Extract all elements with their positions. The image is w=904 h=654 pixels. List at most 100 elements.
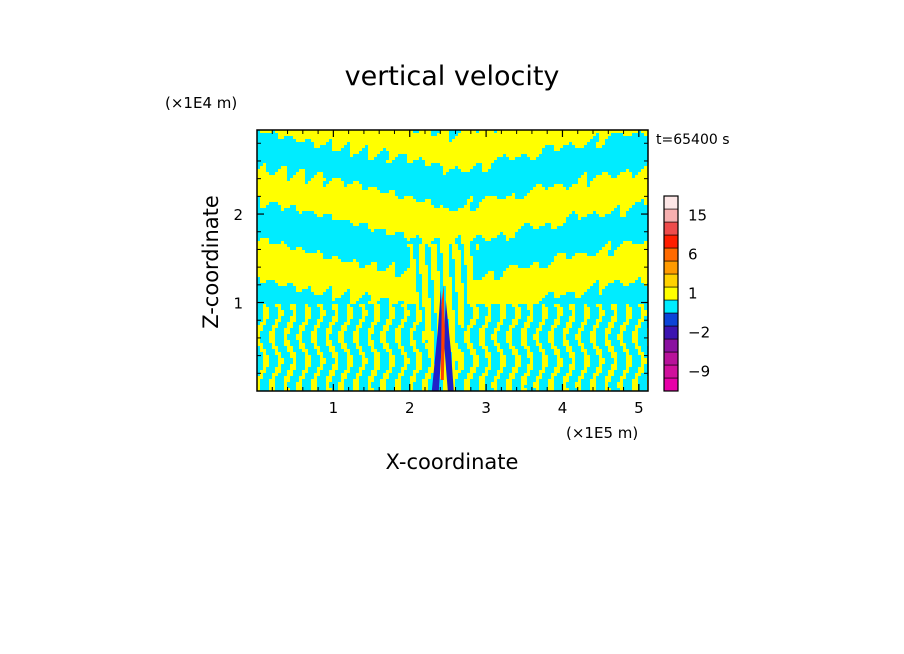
field-cell-positive <box>455 259 461 262</box>
field-cell-positive <box>461 325 464 328</box>
field-cell-positive <box>338 382 344 385</box>
field-cell-positive <box>278 316 281 319</box>
field-cell-positive <box>329 349 335 352</box>
field-cell-positive <box>362 316 365 319</box>
field-cell-positive <box>551 226 557 229</box>
field-cell-positive <box>515 307 521 310</box>
field-cell-positive <box>353 331 359 334</box>
field-cell-positive <box>308 181 323 184</box>
field-cell-positive <box>404 307 407 310</box>
field-cell-positive <box>467 268 473 271</box>
field-cell-positive <box>332 142 347 145</box>
field-cell-positive <box>296 139 305 142</box>
field-cell-positive <box>548 379 554 382</box>
field-cell-positive <box>338 388 344 391</box>
field-cell-positive <box>269 334 275 337</box>
field-cell-positive <box>497 322 503 325</box>
field-cell-positive <box>542 364 548 367</box>
field-cell-positive <box>521 337 527 340</box>
field-cell-positive <box>257 331 260 334</box>
field-cell-positive <box>356 343 359 346</box>
field-cell-positive <box>467 325 473 328</box>
field-cell-positive <box>611 355 617 358</box>
field-cell-positive <box>257 181 305 184</box>
field-cell-positive <box>506 154 521 157</box>
field-cell-positive <box>257 325 263 328</box>
field-cell-positive <box>278 133 431 136</box>
field-cell-positive <box>569 316 575 319</box>
field-cell-positive <box>563 376 569 379</box>
field-cell-positive <box>374 319 380 322</box>
field-cell-positive <box>482 277 494 280</box>
field-cell-positive <box>341 325 347 328</box>
field-cell-positive <box>449 331 455 334</box>
field-cell-positive <box>551 343 554 346</box>
x-tick-label: 1 <box>329 399 339 417</box>
field-cell-positive <box>353 388 359 391</box>
field-cell-positive <box>473 361 479 364</box>
field-cell-positive <box>590 340 596 343</box>
field-cell-positive <box>464 334 470 337</box>
field-cell-positive <box>446 292 452 295</box>
field-cell-positive <box>431 364 437 367</box>
field-cell-positive <box>401 319 407 322</box>
field-cell-positive <box>578 217 581 220</box>
field-cell-positive <box>299 331 302 334</box>
field-cell-positive <box>464 385 470 388</box>
field-cell-positive <box>458 295 464 298</box>
field-cell-positive <box>482 373 488 376</box>
field-cell-positive <box>536 340 539 343</box>
field-cell-positive <box>542 316 548 319</box>
field-cell-positive <box>482 166 491 169</box>
field-cell-positive <box>578 181 587 184</box>
field-cell-positive <box>605 343 611 346</box>
field-cell-positive <box>641 364 644 367</box>
field-cell-positive <box>599 214 605 217</box>
field-cell-positive <box>548 331 554 334</box>
field-cell-positive <box>512 319 518 322</box>
field-cell-positive <box>305 319 308 322</box>
field-cell-positive <box>284 385 287 388</box>
field-cell-positive <box>578 379 581 382</box>
field-cell-positive <box>365 265 377 268</box>
field-cell-positive <box>632 379 638 382</box>
field-cell-positive <box>257 265 359 268</box>
field-cell-positive <box>458 322 464 325</box>
field-cell-positive <box>626 367 629 370</box>
field-cell-positive <box>257 268 377 271</box>
field-cell-positive <box>287 322 293 325</box>
field-cell-positive <box>419 262 425 265</box>
field-cell-positive <box>533 334 539 337</box>
field-cell-positive <box>416 307 419 310</box>
field-cell-positive <box>539 346 542 349</box>
field-cell-positive <box>320 361 326 364</box>
field-cell-positive <box>575 253 587 256</box>
field-cell-positive <box>572 361 575 364</box>
field-cell-positive <box>278 169 287 172</box>
field-cell-positive <box>458 316 464 319</box>
field-cell-positive <box>401 274 416 277</box>
field-cell-positive <box>431 259 437 262</box>
field-cell-positive <box>368 385 371 388</box>
field-cell-positive <box>554 370 560 373</box>
field-cell-positive <box>326 328 332 331</box>
field-cell-positive <box>452 370 461 373</box>
field-cell-positive <box>485 196 497 199</box>
field-cell-positive <box>458 313 464 316</box>
field-cell-positive <box>521 334 527 337</box>
x-tick-label: 5 <box>634 399 644 417</box>
y-axis-ticks: 12 <box>233 142 648 374</box>
field-cell-positive <box>485 352 491 355</box>
field-cell-positive <box>275 319 281 322</box>
field-cell-positive <box>467 199 473 202</box>
field-cell-positive <box>623 133 632 136</box>
field-cell-positive <box>578 328 584 331</box>
field-cell-positive <box>452 367 455 370</box>
field-cell-positive <box>413 346 416 349</box>
field-cell-positive <box>407 268 416 271</box>
field-cell-positive <box>410 262 416 265</box>
field-cell-positive <box>326 376 332 379</box>
field-cell-positive <box>581 373 584 376</box>
field-cell-positive <box>494 379 497 382</box>
field-cell-positive <box>290 355 296 358</box>
